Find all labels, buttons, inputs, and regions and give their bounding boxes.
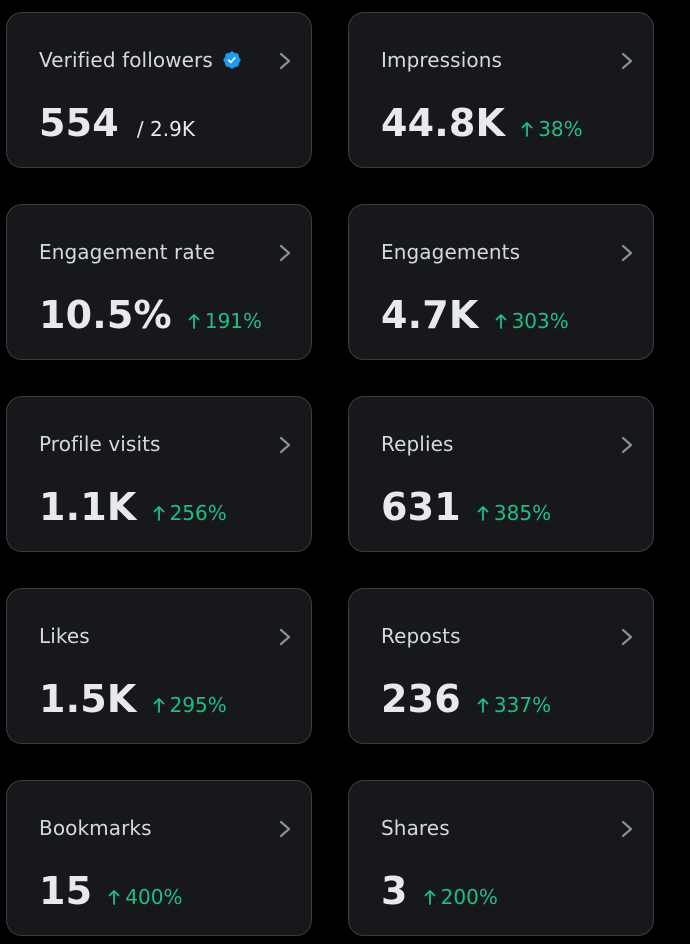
metric-value: 44.8K — [381, 101, 506, 145]
verified-badge-icon — [223, 51, 241, 69]
metric-card-reposts[interactable]: Reposts 236 337% — [348, 588, 654, 744]
arrow-up-icon — [153, 506, 164, 521]
metric-card-engagements[interactable]: Engagements 4.7K 303% — [348, 204, 654, 360]
metric-label: Impressions — [381, 48, 502, 72]
arrow-up-icon — [495, 314, 506, 329]
metric-label: Verified followers — [39, 48, 242, 72]
chevron-right-icon — [279, 244, 291, 262]
metric-value-row: 10.5% 191% — [39, 293, 262, 337]
chevron-right-icon — [621, 436, 633, 454]
metric-change: 295% — [153, 693, 227, 717]
metric-card-engagement-rate[interactable]: Engagement rate 10.5% 191% — [6, 204, 312, 360]
metric-change-value: 295% — [169, 693, 227, 717]
arrow-up-icon — [424, 890, 436, 905]
metric-value-row: 1.1K 256% — [39, 485, 227, 529]
chevron-right-icon — [279, 820, 291, 838]
metric-change-value: 385% — [493, 501, 552, 525]
metric-change-value: 38% — [538, 117, 583, 141]
metric-change: 38% — [521, 117, 583, 141]
arrow-up-icon — [477, 698, 489, 713]
metric-label: Profile visits — [39, 432, 161, 456]
metric-change-value: 191% — [204, 309, 263, 333]
metric-value: 4.7K — [381, 293, 479, 337]
metric-change-value: 400% — [125, 885, 183, 909]
metric-label: Engagements — [381, 240, 521, 264]
metric-label: Engagement rate — [39, 240, 216, 264]
metric-value: 10.5% — [39, 293, 172, 337]
metric-value-row: 554 / 2.9K — [39, 101, 195, 145]
metric-change: 303% — [495, 309, 569, 333]
metric-value: 1.5K — [39, 677, 137, 721]
metric-change: 400% — [108, 885, 182, 909]
metric-change-value: 200% — [440, 885, 498, 909]
chevron-right-icon — [621, 628, 633, 646]
metric-value-row: 44.8K 38% — [381, 101, 583, 145]
metric-card-impressions[interactable]: Impressions 44.8K 38% — [348, 12, 654, 168]
metric-value: 554 — [39, 101, 119, 145]
metric-card-likes[interactable]: Likes 1.5K 295% — [6, 588, 312, 744]
metric-change: 337% — [477, 693, 551, 717]
arrow-up-icon — [188, 314, 200, 329]
metric-value-row: 1.5K 295% — [39, 677, 227, 721]
chevron-right-icon — [279, 436, 291, 454]
metric-change-value: 256% — [169, 501, 227, 525]
metric-change: 200% — [424, 885, 498, 909]
arrow-up-icon — [108, 890, 120, 905]
metric-value: 236 — [381, 677, 461, 721]
metric-label: Bookmarks — [39, 816, 152, 840]
metric-change: 256% — [153, 501, 227, 525]
chevron-right-icon — [621, 820, 633, 838]
metric-value: 15 — [39, 869, 93, 913]
metric-value-row: 4.7K 303% — [381, 293, 569, 337]
metric-value-row: 236 337% — [381, 677, 551, 721]
metric-value: 1.1K — [39, 485, 137, 529]
metric-change-value: 303% — [511, 309, 569, 333]
metric-card-profile-visits[interactable]: Profile visits 1.1K 256% — [6, 396, 312, 552]
metric-label: Replies — [381, 432, 454, 456]
chevron-right-icon — [621, 52, 633, 70]
metric-label: Shares — [381, 816, 450, 840]
metric-card-verified-followers[interactable]: Verified followers 554 / 2.9K — [6, 12, 312, 168]
chevron-right-icon — [279, 628, 291, 646]
metric-value-row: 3 200% — [381, 869, 498, 913]
chevron-right-icon — [621, 244, 633, 262]
metric-value-row: 631 385% — [381, 485, 551, 529]
metric-change: 385% — [477, 501, 551, 525]
metric-label-text: Verified followers — [39, 48, 213, 72]
metric-value-row: 15 400% — [39, 869, 182, 913]
metric-card-shares[interactable]: Shares 3 200% — [348, 780, 654, 936]
metric-card-bookmarks[interactable]: Bookmarks 15 400% — [6, 780, 312, 936]
metric-label: Likes — [39, 624, 90, 648]
metric-card-replies[interactable]: Replies 631 385% — [348, 396, 654, 552]
metric-label: Reposts — [381, 624, 461, 648]
metric-change: 191% — [188, 309, 262, 333]
metric-change-value: 337% — [493, 693, 552, 717]
arrow-up-icon — [477, 506, 489, 521]
metric-total: / 2.9K — [136, 117, 195, 141]
metric-value: 631 — [381, 485, 461, 529]
metric-value: 3 — [381, 869, 408, 913]
arrow-up-icon — [521, 122, 533, 137]
arrow-up-icon — [153, 698, 164, 713]
chevron-right-icon — [279, 52, 291, 70]
